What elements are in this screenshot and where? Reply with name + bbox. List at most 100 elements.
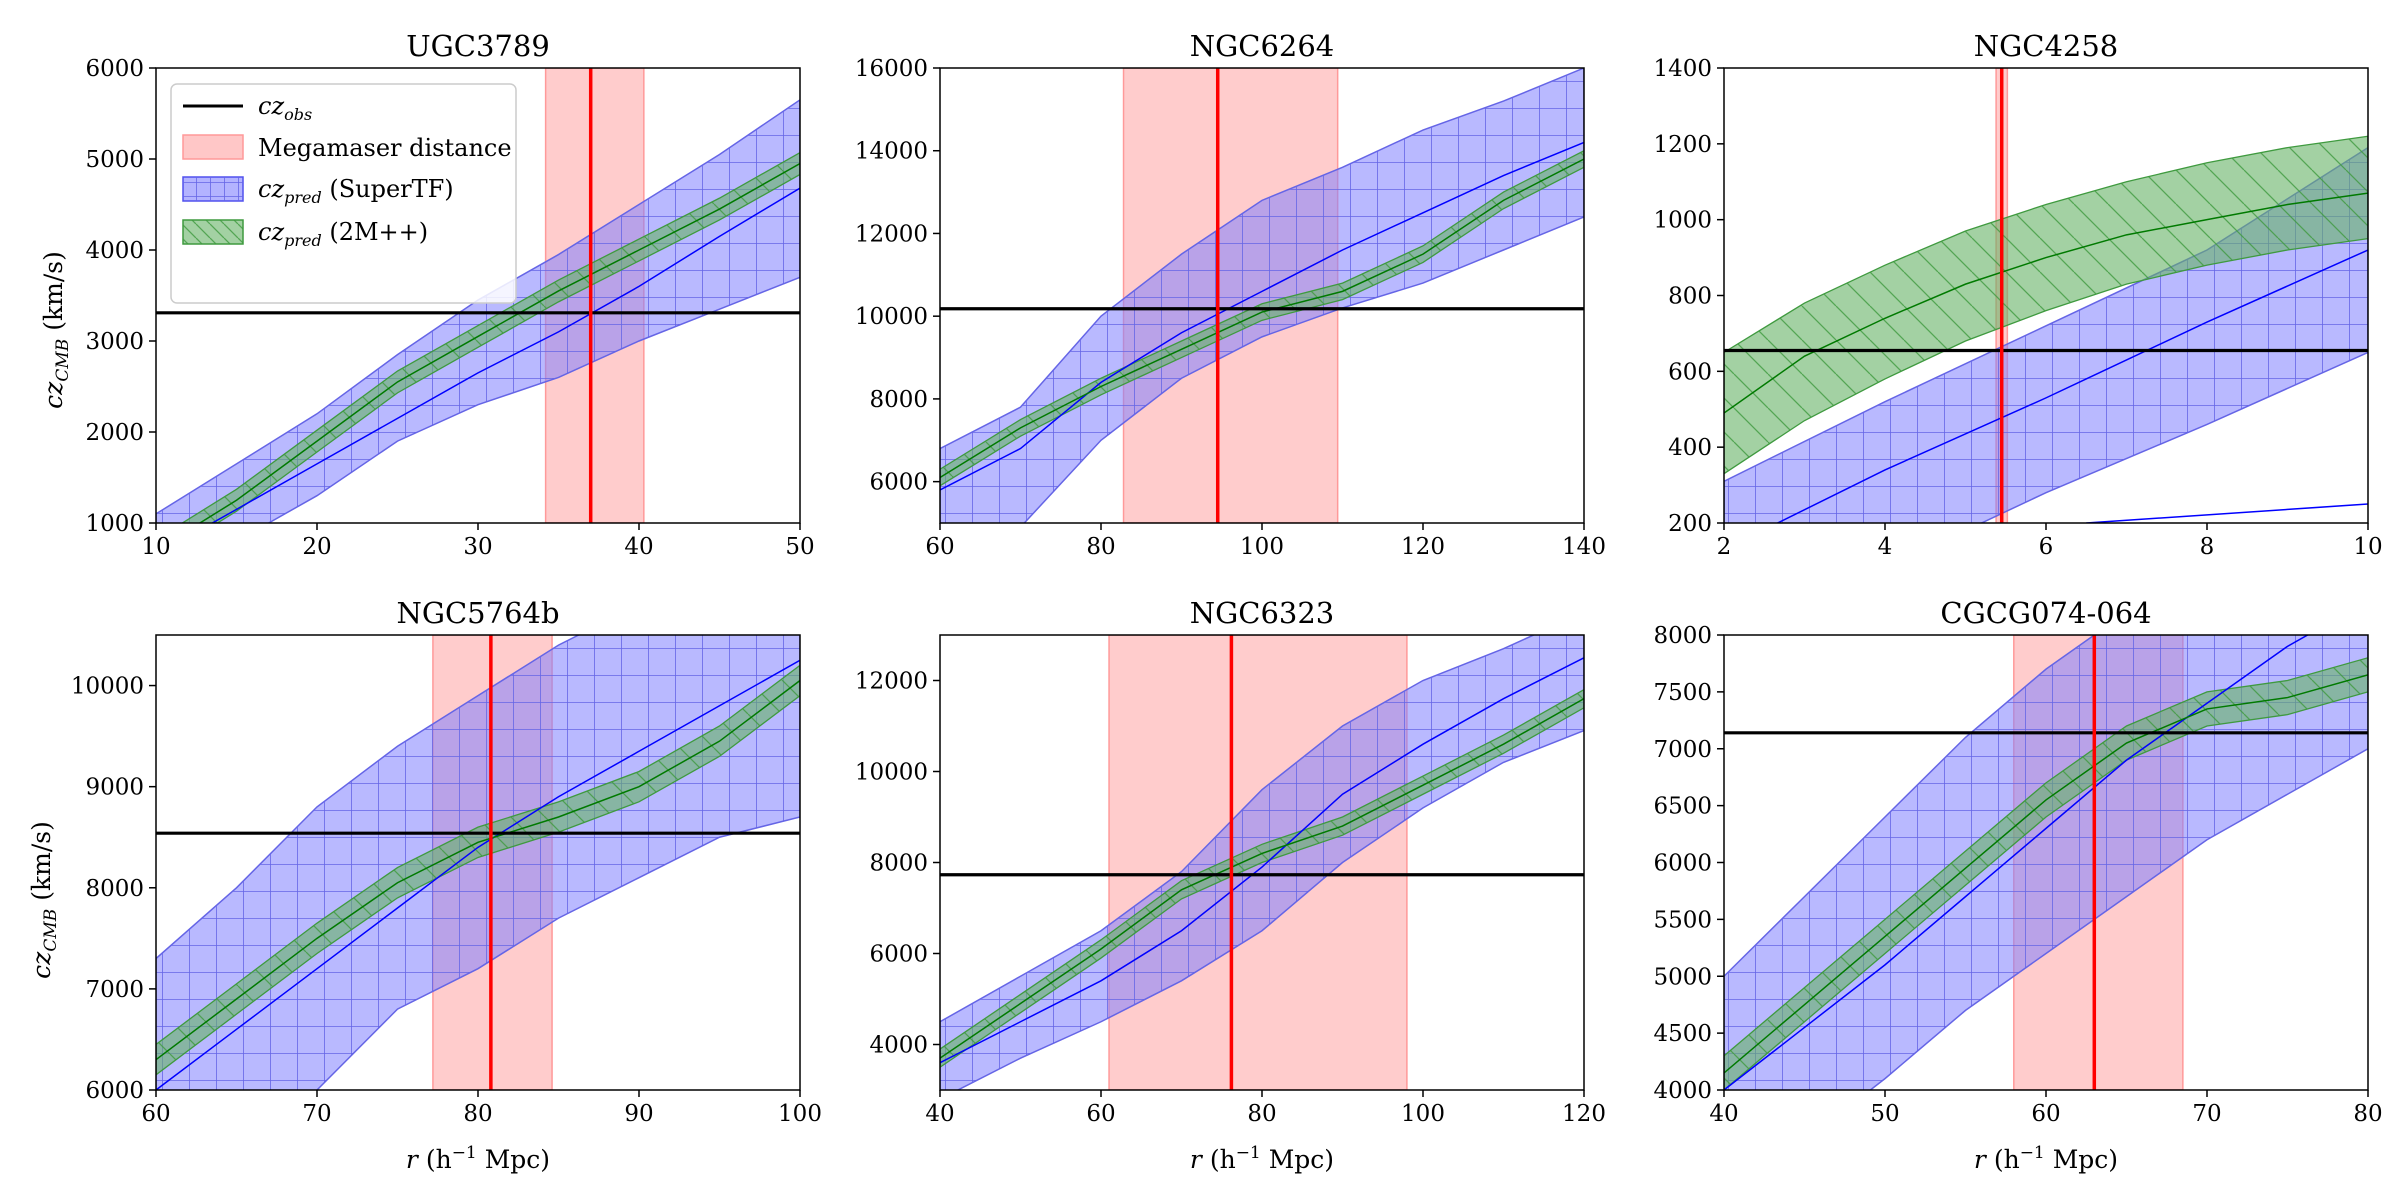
legend-maser-swatch: [182, 134, 244, 160]
panel-title: NGC6323: [1190, 596, 1335, 630]
x-tick-label: 10: [2353, 534, 2382, 560]
y-tick-label: 12000: [855, 221, 928, 247]
x-tick-label: 120: [1562, 1101, 1606, 1127]
y-tick-label: 12000: [855, 669, 928, 695]
y-tick-label: 10000: [855, 304, 928, 330]
y-tick-label: 8000: [869, 851, 928, 877]
supertf-extra-line: [2086, 503, 2368, 523]
y-tick-label: 10000: [855, 760, 928, 786]
y-tick-label: 8000: [869, 387, 928, 413]
y-tick-label: 3000: [85, 329, 144, 355]
panel-2: NGC6264 60 80 100 120 140 6000 8000 10000 12000 14…: [855, 29, 1606, 560]
twompp-mean-line: [1724, 674, 2368, 1074]
y-tick-label: 5000: [1653, 964, 1712, 990]
x-tick-label: 40: [1709, 1101, 1738, 1127]
panel-5: NGC6323 40 60 80 100 120 4000 6000 8000 10000 1200…: [855, 596, 1606, 1127]
y-tick-label: 6500: [1653, 794, 1712, 820]
panel-title: NGC6264: [1190, 29, 1335, 63]
supertf-band-hatch: [1724, 635, 2368, 1090]
legend-frame: [170, 83, 517, 304]
twompp-mean-line: [940, 698, 1584, 1059]
y-tick-label: 4000: [1653, 1078, 1712, 1104]
y-tick-label: 10000: [71, 674, 144, 700]
x-tick-label: 70: [2192, 1101, 2221, 1127]
supertf-mean-line: [156, 659, 800, 1090]
twompp-band-hatch: [1724, 136, 2368, 474]
y-tick-label: 1000: [1653, 208, 1712, 234]
x-tick-label: 100: [1240, 534, 1284, 560]
x-tick-label: 140: [1562, 534, 1606, 560]
y-tick-label: 4500: [1653, 1021, 1712, 1047]
x-tick-label: 6: [2039, 534, 2054, 560]
y-tick-label: 4000: [85, 238, 144, 264]
panel-title: CGCG074-064: [1940, 596, 2151, 630]
y-tick-label: 7000: [1653, 737, 1712, 763]
panel-4: NGC5764b 60 70 80 90 100 6000 7000 8000 9000 10000: [71, 596, 822, 1127]
panel-title: UGC3789: [406, 29, 550, 63]
y-tick-label: 1200: [1653, 132, 1712, 158]
x-tick-label: 60: [1086, 1101, 1115, 1127]
x-tick-label: 10: [141, 534, 170, 560]
x-tick-label: 50: [785, 534, 814, 560]
x-tick-label: 60: [925, 534, 954, 560]
x-axis-label-right: r (h−1 Mpc): [1974, 1143, 2118, 1174]
twompp-mean-line: [940, 158, 1584, 479]
supertf-band-hatch: [156, 635, 800, 1090]
y-tick-label: 800: [1668, 284, 1712, 310]
twompp-band-hatch: [940, 689, 1584, 1068]
y-tick-label: 5000: [85, 147, 144, 173]
panel-1: UGC3789 10 20 30 40 50 1000 2000 3000 4000 5000 600…: [85, 29, 814, 560]
supertf-mean-line: [940, 657, 1584, 1064]
x-axis-label-middle: r (h−1 Mpc): [1190, 1143, 1334, 1174]
legend-obs-label: czobs: [258, 92, 312, 124]
y-tick-label: 6000: [1653, 851, 1712, 877]
x-tick-label: 100: [778, 1101, 822, 1127]
y-tick-label: 6000: [869, 942, 928, 968]
x-tick-label: 80: [2353, 1101, 2382, 1127]
y-tick-label: 4000: [869, 1033, 928, 1059]
panel-title: NGC5764b: [396, 596, 559, 630]
legend-twom-hatch: [183, 220, 243, 244]
x-axis-label-left: r (h−1 Mpc): [406, 1143, 550, 1174]
y-tick-label: 5500: [1653, 907, 1712, 933]
y-tick-label: 1000: [85, 511, 144, 537]
x-tick-label: 50: [1870, 1101, 1899, 1127]
x-tick-label: 20: [302, 534, 331, 560]
x-tick-label: 4: [1878, 534, 1893, 560]
y-tick-label: 8000: [85, 876, 144, 902]
x-tick-label: 40: [925, 1101, 954, 1127]
supertf-mean-line: [1775, 249, 2368, 523]
supertf-mean-line: [1724, 635, 2310, 1090]
y-tick-label: 16000: [855, 56, 928, 82]
y-axis-label-top: czCMB (km/s): [39, 251, 73, 409]
y-tick-label: 9000: [85, 775, 144, 801]
x-tick-label: 100: [1401, 1101, 1445, 1127]
y-axis-label-bottom: czCMB (km/s): [27, 821, 61, 979]
y-tick-label: 7500: [1653, 680, 1712, 706]
y-tick-label: 14000: [855, 139, 928, 165]
x-tick-label: 80: [1086, 534, 1115, 560]
legend-twom-label: czpred (2M++): [258, 218, 428, 250]
x-tick-label: 90: [624, 1101, 653, 1127]
y-tick-label: 600: [1668, 359, 1712, 385]
y-tick-label: 400: [1668, 435, 1712, 461]
y-tick-label: 7000: [85, 977, 144, 1003]
y-tick-label: 6000: [85, 1078, 144, 1104]
twompp-band-hatch: [940, 150, 1584, 486]
x-tick-label: 60: [2031, 1101, 2060, 1127]
legend: czobs Megamaser distance czpred (SuperTF…: [170, 83, 517, 304]
x-tick-label: 60: [141, 1101, 170, 1127]
x-tick-label: 80: [463, 1101, 492, 1127]
y-tick-label: 2000: [85, 420, 144, 446]
x-tick-label: 30: [463, 534, 492, 560]
legend-maser-label: Megamaser distance: [258, 134, 512, 162]
twompp-band-hatch: [1724, 657, 2368, 1090]
y-tick-label: 1400: [1653, 56, 1712, 82]
supertf-mean-line: [940, 141, 1584, 491]
x-tick-label: 8: [2200, 534, 2215, 560]
supertf-mean-line: [210, 187, 800, 523]
x-tick-label: 2: [1717, 534, 1732, 560]
x-tick-label: 80: [1247, 1101, 1276, 1127]
panel-3: NGC4258 2 4 6 8 10 200 400 600 800 1000 1200 1400: [1653, 29, 2382, 560]
